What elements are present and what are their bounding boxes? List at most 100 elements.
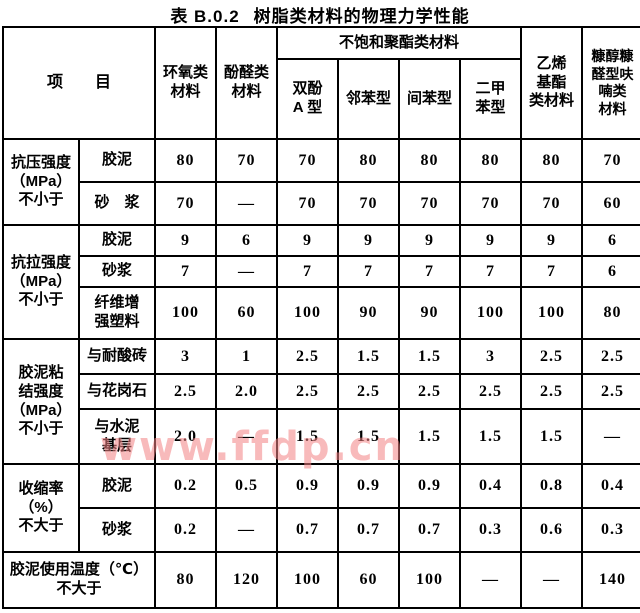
row-label-cell: 纤维增 强塑料 bbox=[77, 286, 157, 340]
row-label-cell: 砂浆 bbox=[77, 255, 157, 288]
group-label-shrinkage: 收缩率 （%） 不大于 bbox=[2, 463, 80, 553]
value-cell: 0.2 bbox=[154, 463, 218, 509]
value-cell: 1.5 bbox=[337, 408, 401, 465]
value-cell: 2.5 bbox=[154, 373, 218, 410]
value-cell: 1.5 bbox=[398, 338, 462, 375]
value-cell: 70 bbox=[520, 181, 584, 226]
table-row: 与水泥 基层 2.0 — 1.5 1.5 1.5 1.5 1.5 — bbox=[3, 408, 640, 465]
value-cell: 80 bbox=[459, 138, 523, 183]
value-cell: 2.5 bbox=[459, 373, 523, 410]
row-label-cell: 胶泥 bbox=[77, 463, 157, 509]
value-cell: 100 bbox=[459, 286, 523, 340]
column-header-furan: 糠醇糠 醛型呋 喃类 材料 bbox=[581, 26, 640, 140]
table-row: 抗拉强度 （MPa） 不小于 胶泥 9 6 9 9 9 9 9 6 bbox=[2, 224, 640, 340]
value-cell: 9 bbox=[337, 224, 401, 257]
table-row: 与花岗石 2.5 2.0 2.5 2.5 2.5 2.5 2.5 2.5 bbox=[3, 373, 640, 410]
value-cell: 1.5 bbox=[459, 408, 523, 465]
table-row: 砂浆 7 — 7 7 7 7 7 6 bbox=[3, 255, 640, 288]
value-cell: 80 bbox=[154, 138, 218, 183]
value-cell: 2.5 bbox=[581, 373, 640, 410]
value-cell: 7 bbox=[276, 255, 340, 288]
value-cell: 0.7 bbox=[398, 507, 462, 553]
value-cell: 80 bbox=[154, 551, 218, 609]
group-label-compressive-strength: 抗压强度 （MPa） 不小于 bbox=[2, 138, 80, 226]
value-cell: 7 bbox=[520, 255, 584, 288]
value-cell: 0.3 bbox=[581, 507, 640, 553]
value-cell: 90 bbox=[398, 286, 462, 340]
value-cell: 70 bbox=[459, 181, 523, 226]
value-cell: 60 bbox=[337, 551, 401, 609]
resin-properties-table: 项 目 环氧类 材料 酚醛类 材料 不饱和聚酯类材料 乙烯 基酯 类材料 糠醇糠… bbox=[1, 26, 640, 609]
row-label-cell: 砂 浆 bbox=[77, 181, 157, 226]
value-cell: 0.6 bbox=[520, 507, 584, 553]
value-cell: 2.5 bbox=[581, 338, 640, 375]
table-row: 胶泥使用温度（℃） 不大于 80 120 100 60 100 — — 140 bbox=[1, 551, 640, 609]
value-cell: 0.2 bbox=[154, 507, 218, 553]
value-cell: 0.7 bbox=[276, 507, 340, 553]
group-label-bond-strength: 胶泥粘 结强度 （MPa） 不小于 bbox=[2, 338, 80, 465]
value-cell: 100 bbox=[398, 551, 462, 609]
value-cell: 9 bbox=[520, 224, 584, 257]
value-cell: 120 bbox=[215, 551, 279, 609]
value-cell: 70 bbox=[154, 181, 218, 226]
value-cell: 1 bbox=[215, 338, 279, 375]
value-cell: 3 bbox=[154, 338, 218, 375]
value-cell: 7 bbox=[398, 255, 462, 288]
value-cell: 0.4 bbox=[581, 463, 640, 509]
value-cell: 140 bbox=[581, 551, 640, 609]
table-title-text: 树脂类材料的物理力学性能 bbox=[253, 7, 470, 26]
value-cell: 2.5 bbox=[520, 338, 584, 375]
table-row: 抗压强度 （MPa） 不小于 胶泥 80 70 70 80 80 80 80 7… bbox=[2, 138, 640, 226]
column-header-ortho: 邻苯型 bbox=[337, 58, 401, 140]
row-label-cell: 与花岗石 bbox=[77, 373, 157, 410]
table-row: 砂浆 0.2 — 0.7 0.7 0.7 0.3 0.6 0.3 bbox=[3, 507, 640, 553]
value-cell: — bbox=[520, 551, 584, 609]
value-cell: 60 bbox=[581, 181, 640, 226]
value-cell: 1.5 bbox=[520, 408, 584, 465]
header-row-2: 双酚 A 型 邻苯型 间苯型 二甲 苯型 bbox=[3, 58, 640, 140]
value-cell: 7 bbox=[459, 255, 523, 288]
value-cell: 6 bbox=[581, 255, 640, 288]
row-label-cell: 胶泥 bbox=[77, 138, 157, 183]
value-cell: 70 bbox=[215, 138, 279, 183]
row-label-cell: 与耐酸砖 bbox=[77, 338, 157, 375]
corner-header-cell: 项 目 bbox=[1, 26, 157, 140]
value-cell: 1.5 bbox=[337, 338, 401, 375]
column-header-epoxy: 环氧类 材料 bbox=[154, 26, 218, 140]
value-cell: 80 bbox=[337, 138, 401, 183]
value-cell: 2.5 bbox=[276, 373, 340, 410]
column-header-xylene: 二甲 苯型 bbox=[459, 58, 523, 140]
value-cell: 70 bbox=[398, 181, 462, 226]
column-group-header-polyester: 不饱和聚酯类材料 bbox=[276, 26, 523, 60]
value-cell: 60 bbox=[215, 286, 279, 340]
row-label-cell: 砂浆 bbox=[77, 507, 157, 553]
value-cell: 1.5 bbox=[398, 408, 462, 465]
value-cell: 1.5 bbox=[276, 408, 340, 465]
value-cell: — bbox=[215, 255, 279, 288]
value-cell: 2.0 bbox=[154, 408, 218, 465]
value-cell: 9 bbox=[154, 224, 218, 257]
table-row: 收缩率 （%） 不大于 胶泥 0.2 0.5 0.9 0.9 0.9 0.4 0… bbox=[2, 463, 640, 553]
value-cell: — bbox=[581, 408, 640, 465]
value-cell: 2.0 bbox=[215, 373, 279, 410]
value-cell: 70 bbox=[276, 138, 340, 183]
value-cell: 9 bbox=[276, 224, 340, 257]
value-cell: 9 bbox=[398, 224, 462, 257]
value-cell: 0.9 bbox=[398, 463, 462, 509]
value-cell: 2.5 bbox=[337, 373, 401, 410]
value-cell: 0.4 bbox=[459, 463, 523, 509]
value-cell: 100 bbox=[276, 286, 340, 340]
value-cell: 90 bbox=[337, 286, 401, 340]
value-cell: 80 bbox=[520, 138, 584, 183]
column-header-bisphenol-a: 双酚 A 型 bbox=[276, 58, 340, 140]
value-cell: 80 bbox=[398, 138, 462, 183]
value-cell: 70 bbox=[581, 138, 640, 183]
row-label-cell: 与水泥 基层 bbox=[77, 408, 157, 465]
value-cell: 70 bbox=[337, 181, 401, 226]
value-cell: — bbox=[215, 507, 279, 553]
value-cell: 7 bbox=[154, 255, 218, 288]
value-cell: — bbox=[215, 408, 279, 465]
value-cell: 3 bbox=[459, 338, 523, 375]
value-cell: 6 bbox=[215, 224, 279, 257]
group-label-tensile-strength: 抗拉强度 （MPa） 不小于 bbox=[2, 224, 80, 340]
